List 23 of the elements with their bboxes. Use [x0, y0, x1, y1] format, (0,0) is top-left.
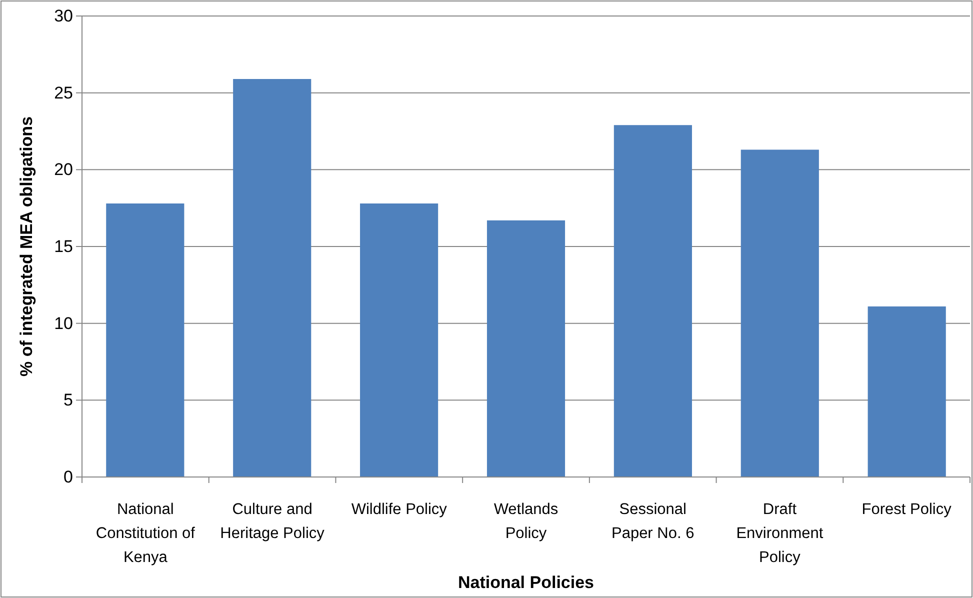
bar [106, 203, 184, 477]
bar [486, 220, 566, 477]
bar [614, 125, 692, 477]
bar [740, 150, 819, 477]
y-tick-label: 5 [64, 390, 73, 410]
x-axis-title: National Policies [458, 573, 594, 592]
bar [868, 306, 946, 477]
y-tick-label: 20 [54, 160, 73, 180]
y-tick-label: 10 [54, 314, 73, 333]
y-tick-label: 25 [54, 83, 73, 102]
x-tick-label: Forest Policy [862, 501, 952, 518]
y-tick-label: 30 [54, 6, 73, 26]
y-tick-label: 0 [64, 467, 73, 486]
bar [360, 203, 438, 477]
x-tick-label: National Constitution of Kenya [96, 501, 196, 566]
x-tick-label: Culture and Heritage Policy [220, 501, 325, 542]
x-tick-label: Draft Environment Policy [736, 501, 824, 566]
x-tick-label: Sessional Paper No. 6 [612, 501, 694, 542]
x-tick-label: Wetlands Policy [494, 501, 558, 542]
x-tick-label: Wildlife Policy [351, 501, 448, 518]
y-tick-label: 15 [54, 236, 73, 256]
bar [233, 79, 312, 477]
y-axis-title: % of integrated MEA obligations [17, 116, 36, 377]
